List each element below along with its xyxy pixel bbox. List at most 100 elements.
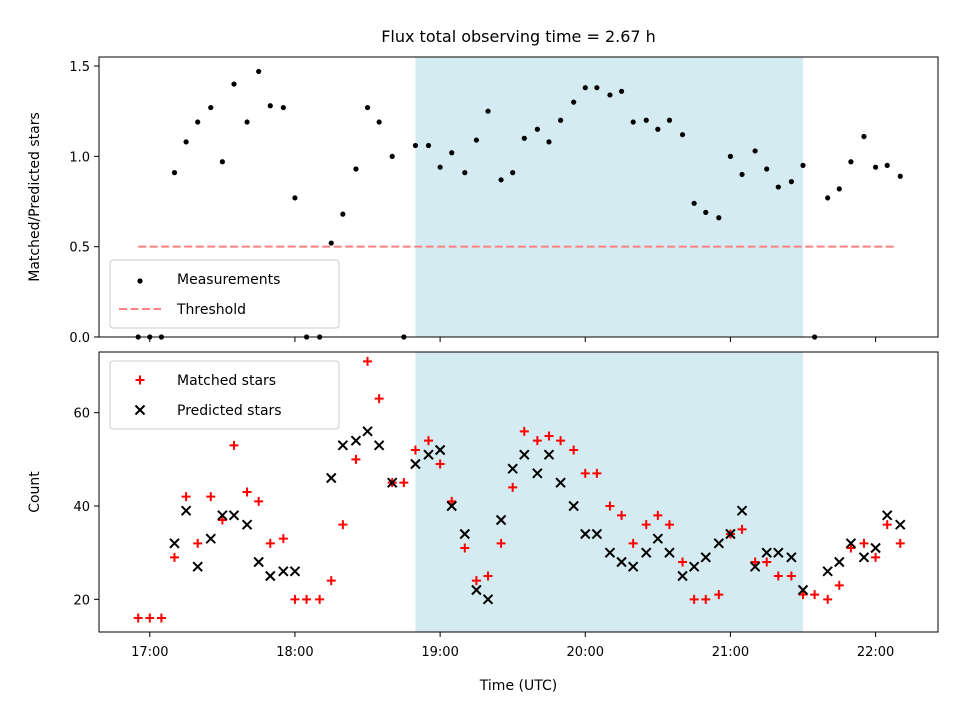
y-axis-label: Count <box>27 471 43 513</box>
x-tick-label: 17:00 <box>131 645 168 660</box>
data-point-x <box>870 542 881 554</box>
data-point-dot <box>727 153 734 159</box>
data-point-dot <box>691 200 697 206</box>
data-point-plus <box>701 594 711 604</box>
plot-frame <box>98 351 939 633</box>
data-point-plus <box>133 613 143 623</box>
data-point-dot <box>836 186 842 192</box>
data-point-plus <box>617 510 627 520</box>
data-point-dot <box>872 164 879 170</box>
observing-window-band <box>415 352 804 632</box>
data-point-x <box>688 561 700 572</box>
data-point-plus <box>810 590 820 600</box>
data-point-x <box>822 566 833 577</box>
data-point-dot <box>788 179 794 185</box>
data-point-dot <box>582 85 588 91</box>
data-point-plus <box>338 520 348 530</box>
data-point-x <box>205 533 216 544</box>
data-point-plus <box>471 576 481 586</box>
data-point-dot <box>353 166 359 172</box>
data-point-plus <box>556 436 566 446</box>
data-point-x <box>797 584 809 596</box>
data-point-dot <box>897 173 903 179</box>
data-point-dot <box>666 117 673 123</box>
data-point-dot <box>292 195 298 201</box>
legend: Matched stars Predicted stars <box>109 360 340 430</box>
data-point-dot <box>655 126 661 132</box>
legend-box <box>109 360 340 430</box>
data-point-x <box>895 519 906 530</box>
data-point-plus <box>786 571 796 581</box>
data-point-x <box>761 547 772 558</box>
data-point-plus <box>653 510 663 520</box>
data-point-plus <box>399 478 409 488</box>
data-point-x <box>591 528 603 540</box>
data-point-plus <box>592 468 602 478</box>
data-point-dot <box>848 159 854 165</box>
data-point-x <box>169 538 180 549</box>
x-tick-label: 21:00 <box>712 645 749 660</box>
data-point-x <box>725 528 736 540</box>
data-point-plus <box>569 445 579 455</box>
data-point-dot <box>607 92 613 98</box>
ratio-panel: 0.0 0.5 1.0 1.5 Matched/Predicted stars Measu… <box>27 56 939 346</box>
data-point-plus <box>895 538 905 548</box>
data-point-x <box>410 458 421 470</box>
data-point-plus <box>315 594 325 604</box>
data-point-dot <box>630 119 636 125</box>
data-point-dot <box>825 195 831 201</box>
data-point-plus <box>206 492 216 502</box>
x-tick-label: 20:00 <box>567 645 604 660</box>
data-point-dot <box>764 166 770 172</box>
legend-marker-dot <box>137 278 143 284</box>
data-point-dot <box>618 88 625 94</box>
data-point-dot <box>412 142 419 149</box>
data-point-x <box>543 449 555 460</box>
data-point-x <box>773 547 784 558</box>
chart-title: Flux total observing time = 2.67 h <box>381 27 656 46</box>
data-point-dot <box>703 209 709 215</box>
data-point-plus <box>460 543 470 553</box>
x-axis-label: Time (UTC) <box>479 678 557 694</box>
legend-marker-x <box>134 404 146 416</box>
legend-label: Threshold <box>176 302 246 318</box>
data-point-dot <box>256 68 262 75</box>
data-point-x <box>555 477 566 488</box>
legend: Measurements Threshold <box>109 259 340 329</box>
data-point-dot <box>462 170 468 176</box>
x-tick-label: 22:00 <box>857 645 894 660</box>
data-point-x <box>495 514 507 526</box>
data-point-dot <box>437 164 443 170</box>
data-point-dot <box>800 162 806 168</box>
data-point-x <box>362 426 373 437</box>
data-point-x <box>713 538 725 549</box>
data-point-dot <box>739 171 745 178</box>
data-point-plus <box>798 590 808 600</box>
y-tick-label: 1.0 <box>69 150 90 165</box>
data-point-dot <box>643 117 649 123</box>
data-point-dot <box>752 148 758 154</box>
data-point-x <box>700 552 711 563</box>
x-tick-label: 19:00 <box>421 645 458 660</box>
data-point-x <box>519 449 530 460</box>
data-point-plus <box>859 538 869 548</box>
data-point-x <box>228 510 240 521</box>
y-tick-label: 40 <box>73 500 90 515</box>
data-point-x <box>180 505 192 516</box>
data-point-dot <box>425 142 432 149</box>
data-point-dot <box>208 104 214 111</box>
data-point-x <box>834 556 845 568</box>
data-point-x <box>845 538 857 549</box>
data-point-x <box>471 584 482 596</box>
data-point-dot <box>340 211 346 217</box>
data-point-dot <box>775 184 781 190</box>
plot-frame <box>98 56 939 338</box>
data-point-x <box>616 556 627 568</box>
data-point-plus <box>351 454 361 464</box>
data-point-x <box>677 570 688 582</box>
data-point-dot <box>171 170 178 176</box>
x-tick-label: 18:00 <box>276 645 313 660</box>
data-point-plus <box>689 594 699 604</box>
